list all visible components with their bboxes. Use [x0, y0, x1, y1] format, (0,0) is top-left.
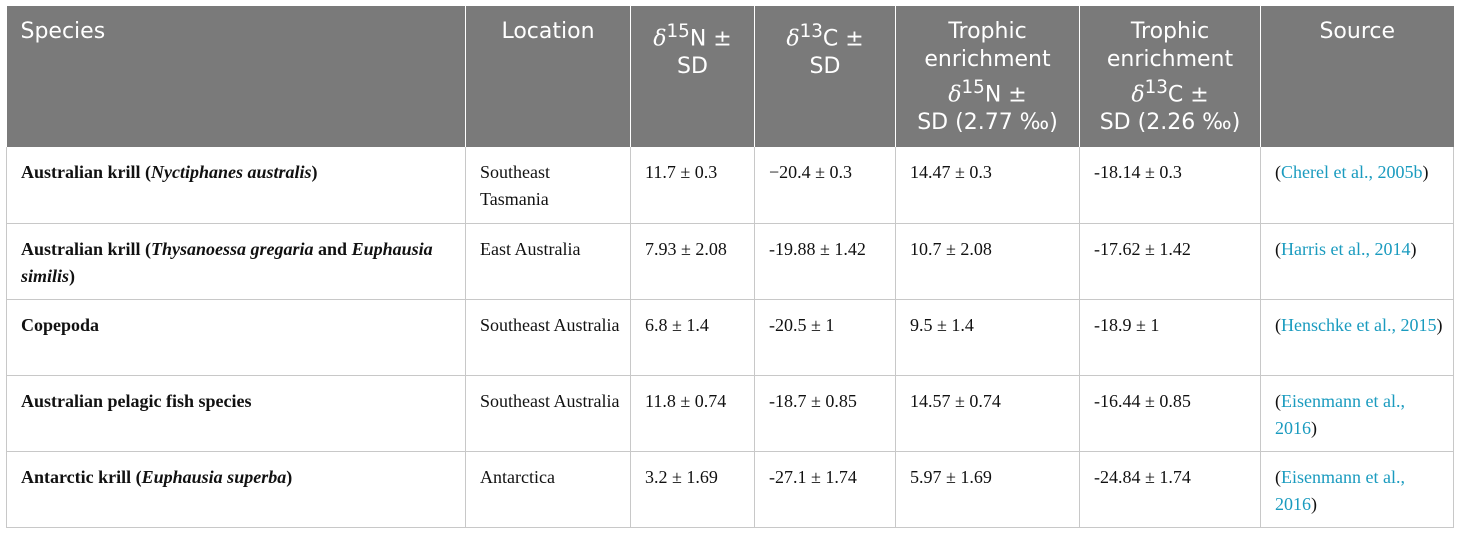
header-text: N ± [984, 82, 1027, 108]
location-cell: Antarctica [465, 451, 631, 528]
source-paren: ( [1275, 238, 1281, 259]
source-paren: ( [1275, 390, 1281, 411]
isotope-mass: 13 [1144, 77, 1168, 98]
species-text: ) [69, 265, 76, 286]
d15n-cell: 11.7 ± 0.3 [630, 147, 755, 224]
trophic-c-cell: -16.44 ± 0.85 [1079, 375, 1261, 452]
species-text: Copepoda [21, 314, 100, 335]
location-cell: Southeast Tasmania [465, 147, 631, 224]
d15n-cell: 6.8 ± 1.4 [630, 299, 755, 376]
trophic-c-cell: -18.9 ± 1 [1079, 299, 1261, 376]
header-row: Species Location δ15N ± SD δ13C ± SD Tro… [6, 6, 1454, 148]
header-location: Location [465, 6, 631, 148]
header-text: SD (2.77 ‰) [917, 110, 1058, 136]
table-body: Australian krill (Nyctiphanes australis)… [6, 147, 1454, 528]
delta-symbol: δ [1131, 82, 1145, 108]
d15n-cell: 7.93 ± 2.08 [630, 223, 755, 300]
source-cell: (Eisenmann et al., 2016) [1260, 375, 1454, 452]
delta-symbol: δ [786, 26, 800, 52]
location-cell: Southeast Australia [465, 375, 631, 452]
table-row: Australian pelagic fish species Southeas… [6, 375, 1454, 452]
citation-link[interactable]: Eisenmann et al., 2016 [1275, 466, 1405, 514]
header-text: enrichment [924, 47, 1051, 72]
source-paren: ( [1275, 314, 1281, 335]
source-paren: ) [1410, 238, 1417, 259]
trophic-n-cell: 5.97 ± 1.69 [895, 451, 1080, 528]
trophic-c-cell: -17.62 ± 1.42 [1079, 223, 1261, 300]
table-row: Antarctic krill (Euphausia superba) Anta… [6, 451, 1454, 528]
source-paren: ) [1311, 417, 1317, 438]
source-paren: ) [1422, 162, 1429, 183]
species-italic: Nyctiphanes australis [151, 162, 312, 183]
delta-symbol: δ [948, 82, 962, 108]
source-paren: ( [1275, 466, 1281, 487]
isotope-mass: 15 [961, 77, 985, 98]
header-trophic-n: Trophic enrichment δ15N ± SD (2.77 ‰) [895, 6, 1080, 148]
trophic-c-cell: -18.14 ± 0.3 [1079, 147, 1261, 224]
species-text: ) [311, 162, 318, 183]
species-cell: Australian krill (Thysanoessa gregaria a… [6, 223, 466, 300]
trophic-n-cell: 14.47 ± 0.3 [895, 147, 1080, 224]
table-row: Australian krill (Thysanoessa gregaria a… [6, 223, 1454, 300]
header-text: SD [677, 54, 708, 80]
header-text: Trophic [1130, 19, 1210, 44]
citation-link[interactable]: Eisenmann et al., 2016 [1275, 390, 1405, 438]
header-trophic-c: Trophic enrichment δ13C ± SD (2.26 ‰) [1079, 6, 1261, 148]
species-text: and [313, 238, 352, 259]
species-italic: Euphausia similis [21, 238, 433, 286]
header-text: N ± [689, 26, 732, 52]
source-cell: (Eisenmann et al., 2016) [1260, 451, 1454, 528]
location-cell: Southeast Australia [465, 299, 631, 376]
d15n-cell: 11.8 ± 0.74 [630, 375, 755, 452]
species-italic: Euphausia superba [141, 466, 287, 487]
table-header: Species Location δ15N ± SD δ13C ± SD Tro… [6, 6, 1454, 148]
header-d13c: δ13C ± SD [754, 6, 896, 148]
location-cell: East Australia [465, 223, 631, 300]
d13c-cell: −20.4 ± 0.3 [754, 147, 896, 224]
species-cell: Copepoda [6, 299, 466, 376]
source-cell: (Harris et al., 2014) [1260, 223, 1454, 300]
d13c-cell: -19.88 ± 1.42 [754, 223, 896, 300]
species-italic: Thysanoessa gregaria [151, 238, 314, 259]
species-cell: Australian krill (Nyctiphanes australis) [6, 147, 466, 224]
citation-link[interactable]: Cherel et al., 2005b [1281, 162, 1423, 183]
isotope-mass: 13 [799, 21, 823, 42]
header-species: Species [6, 6, 466, 148]
source-paren: ) [1436, 314, 1443, 335]
species-text: ) [286, 466, 293, 487]
d15n-cell: 3.2 ± 1.69 [630, 451, 755, 528]
source-cell: (Henschke et al., 2015) [1260, 299, 1454, 376]
trophic-c-cell: -24.84 ± 1.74 [1079, 451, 1261, 528]
table-row: Australian krill (Nyctiphanes australis)… [6, 147, 1454, 224]
trophic-n-cell: 10.7 ± 2.08 [895, 223, 1080, 300]
species-text: Australian krill ( [21, 238, 152, 259]
species-text: Australian krill ( [21, 162, 152, 183]
trophic-n-cell: 14.57 ± 0.74 [895, 375, 1080, 452]
trophic-n-cell: 9.5 ± 1.4 [895, 299, 1080, 376]
source-paren: ) [1311, 493, 1317, 514]
isotope-mass: 15 [666, 21, 690, 42]
species-cell: Australian pelagic fish species [6, 375, 466, 452]
isotope-table: Species Location δ15N ± SD δ13C ± SD Tro… [6, 6, 1454, 528]
header-text: SD (2.26 ‰) [1099, 110, 1241, 136]
header-text: C ± [822, 26, 864, 52]
d13c-cell: -20.5 ± 1 [754, 299, 896, 376]
header-text: C ± [1167, 82, 1209, 108]
species-text: Australian pelagic fish species [21, 390, 252, 411]
citation-link[interactable]: Harris et al., 2014 [1281, 238, 1411, 259]
citation-link[interactable]: Henschke et al., 2015 [1281, 314, 1437, 335]
table-row: Copepoda Southeast Australia 6.8 ± 1.4 -… [6, 299, 1454, 376]
header-text: SD [809, 54, 841, 80]
species-text: Antarctic krill ( [21, 466, 142, 487]
header-text: Trophic [948, 19, 1027, 44]
delta-symbol: δ [653, 26, 667, 52]
header-source: Source [1260, 6, 1454, 148]
d13c-cell: -18.7 ± 0.85 [754, 375, 896, 452]
d13c-cell: -27.1 ± 1.74 [754, 451, 896, 528]
header-d15n: δ15N ± SD [630, 6, 755, 148]
header-text: enrichment [1106, 47, 1234, 72]
source-cell: (Cherel et al., 2005b) [1260, 147, 1454, 224]
species-cell: Antarctic krill (Euphausia superba) [6, 451, 466, 528]
source-paren: ( [1275, 162, 1281, 183]
